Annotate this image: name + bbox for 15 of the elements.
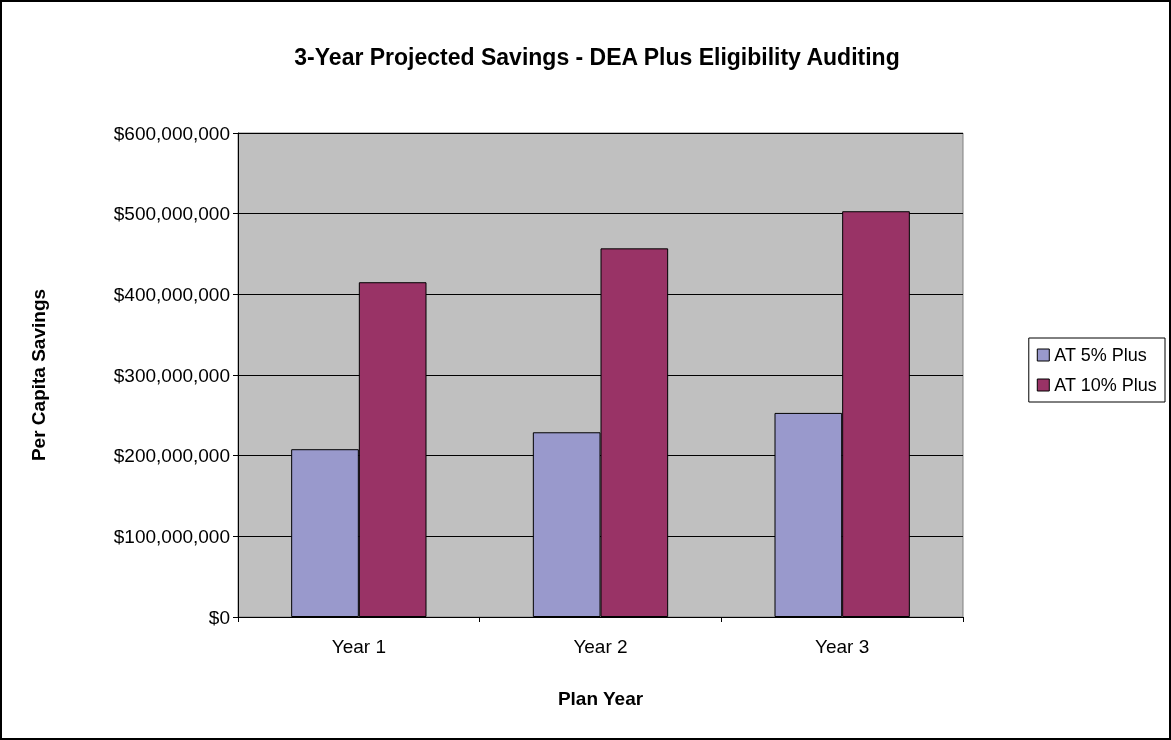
y-tick-label: $400,000,000 [113,283,230,305]
y-tick-label: $0 [208,606,230,628]
y-tick-label: $600,000,000 [113,122,230,144]
legend-label: AT 10% Plus [1054,375,1157,395]
y-tick-label: $300,000,000 [113,364,230,386]
y-tick-label: $500,000,000 [113,203,230,225]
y-tick-label: $200,000,000 [113,445,230,467]
x-tick-label: Year 2 [573,636,628,657]
chart-title: 3-Year Projected Savings - DEA Plus Eligibility Auditing [294,43,900,70]
x-tick-label: Year 1 [331,636,386,657]
legend-label: AT 5% Plus [1054,345,1147,365]
x-tick-label: Year 3 [815,636,870,657]
y-axis-title: Per Capita Savings [28,288,49,462]
x-axis-title: Plan Year [557,688,644,709]
y-tick-label: $100,000,000 [113,525,230,547]
